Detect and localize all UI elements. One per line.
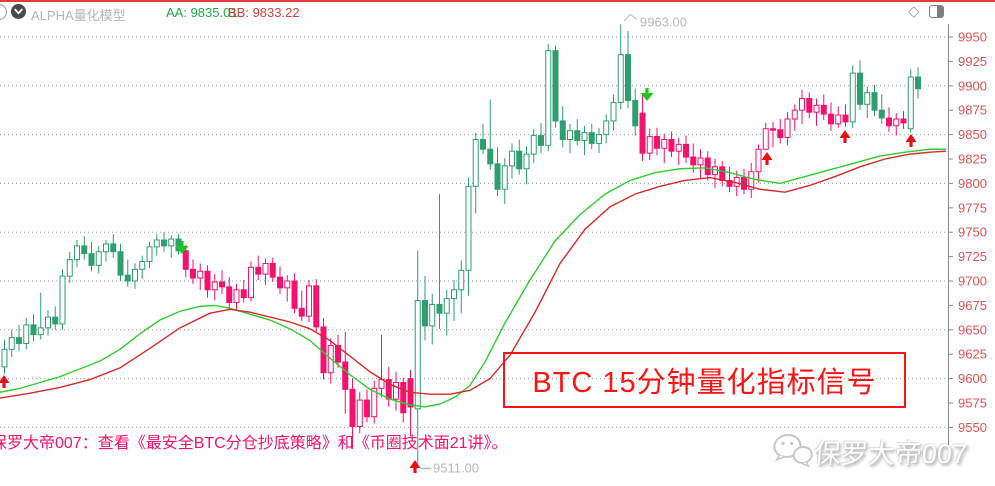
collapse-button[interactable]	[11, 4, 26, 19]
price-tick-label: 9825	[958, 152, 987, 167]
signal-arrows	[0, 88, 917, 473]
price-tick-label: 9775	[958, 200, 987, 215]
candles-layer	[1, 24, 921, 464]
indicator-bb-value: BB: 9833.22	[228, 5, 300, 20]
ma-slow	[0, 150, 947, 399]
price-tick-label: 9575	[958, 396, 987, 411]
model-title: ALPHA量化模型	[31, 8, 126, 23]
indicator-aa-value: AA: 9835.01	[166, 5, 238, 20]
price-tick-label: 9750	[958, 225, 987, 240]
price-tick-label: 9700	[958, 274, 987, 289]
buy-arrow-icon	[761, 152, 773, 160]
diamond-icon[interactable]: ◇	[908, 3, 920, 20]
buy-arrow-icon	[0, 375, 10, 383]
wechat-icon	[773, 433, 813, 467]
promo-text: 保罗大帝007：查看《最安全BTC分仓抄底策略》和《币圈技术面21讲》。	[0, 435, 508, 452]
watermark-text: 保罗大帝007	[812, 439, 968, 469]
extreme-price-label: 9963.00	[640, 14, 687, 29]
price-tick-label: 9800	[958, 176, 987, 191]
signal-label-box: BTC 15分钟量化指标信号	[503, 352, 906, 408]
buy-arrow-icon	[409, 460, 421, 468]
price-tick-label: 9675	[958, 298, 987, 313]
price-tick-label: 9625	[958, 347, 987, 362]
price-tick-label: 9950	[958, 30, 987, 45]
ma-slow-line	[0, 150, 947, 399]
extreme-price-label: 9511.00	[433, 460, 479, 475]
sell-arrow-icon	[640, 93, 654, 101]
ma-fast-line	[0, 148, 946, 408]
sell-arrow-icon	[175, 246, 189, 254]
top-accent-line	[0, 0, 995, 2]
chevron-down-icon	[14, 8, 23, 15]
price-tick-label: 9875	[958, 103, 987, 118]
buy-arrow-icon	[839, 130, 851, 138]
price-tick-label: 9925	[958, 54, 987, 69]
buy-arrow-icon	[905, 134, 917, 142]
ma-fast	[0, 148, 946, 408]
price-axis: 9950 9925 9900 9875 9850 9825 9800 9775 9750 9725…	[948, 24, 987, 452]
price-tick-label: 9650	[958, 322, 987, 337]
price-tick-label: 9550	[958, 420, 987, 435]
panel-layout-icon[interactable]	[929, 5, 944, 18]
watermark: 保罗大帝007	[771, 432, 969, 471]
price-tick-label: 9725	[958, 249, 987, 264]
price-tick-label: 9900	[958, 78, 987, 93]
price-tick-label: 9850	[958, 127, 987, 142]
price-annotations: 9963.00 9511.00	[420, 13, 687, 475]
price-tick-label: 9600	[958, 371, 987, 386]
